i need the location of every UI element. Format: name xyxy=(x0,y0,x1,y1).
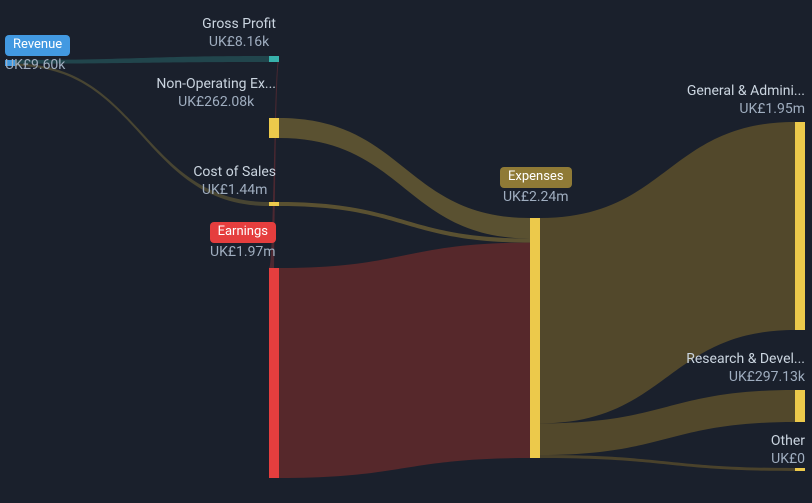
node-expenses xyxy=(530,218,540,458)
value-nonop: UK£262.08k xyxy=(178,94,254,110)
link-expenses-other xyxy=(540,455,795,471)
name-gross: Gross Profit xyxy=(202,16,276,32)
name-other: Other xyxy=(771,433,805,449)
node-label-expenses: Expenses UK£2.24m xyxy=(500,167,572,206)
name-ga: General & Admini... xyxy=(687,83,805,99)
badge-revenue: Revenue xyxy=(5,35,70,56)
name-nonop: Non-Operating Ex... xyxy=(156,76,276,92)
value-ga: UK£1.95m xyxy=(739,101,805,117)
sankey-chart: Revenue UK£9.60k Gross Profit UK£8.16k N… xyxy=(0,0,812,503)
node-earnings xyxy=(269,268,279,478)
value-revenue: UK£9.60k xyxy=(5,57,65,73)
node-label-rd: Research & Devel... UK£297.13k xyxy=(686,350,805,386)
node-cos xyxy=(269,202,279,206)
node-label-other: Other UK£0 xyxy=(771,432,805,468)
node-label-cos: Cost of Sales UK£1.44m xyxy=(193,163,276,199)
value-earnings: UK£1.97m xyxy=(210,244,276,260)
sankey-svg xyxy=(0,0,812,503)
node-gross xyxy=(269,56,279,62)
node-label-earnings: Earnings UK£1.97m xyxy=(210,222,276,261)
value-rd: UK£297.13k xyxy=(729,369,805,385)
node-other xyxy=(795,468,805,471)
node-rd xyxy=(795,390,805,422)
node-label-nonop: Non-Operating Ex... UK£262.08k xyxy=(156,75,276,111)
node-nonop xyxy=(269,118,279,138)
node-label-ga: General & Admini... UK£1.95m xyxy=(687,82,805,118)
node-label-gross: Gross Profit UK£8.16k xyxy=(202,15,276,51)
value-other: UK£0 xyxy=(771,451,805,467)
value-expenses: UK£2.24m xyxy=(503,189,569,205)
value-gross: UK£8.16k xyxy=(209,34,269,50)
node-label-revenue: Revenue UK£9.60k xyxy=(5,35,70,74)
badge-earnings: Earnings xyxy=(210,222,276,243)
value-cos: UK£1.44m xyxy=(202,182,268,198)
node-ga xyxy=(795,122,805,330)
badge-expenses: Expenses xyxy=(500,167,572,188)
name-rd: Research & Devel... xyxy=(686,351,805,367)
link-earnings-expenses xyxy=(279,243,530,478)
name-cos: Cost of Sales xyxy=(193,164,276,180)
